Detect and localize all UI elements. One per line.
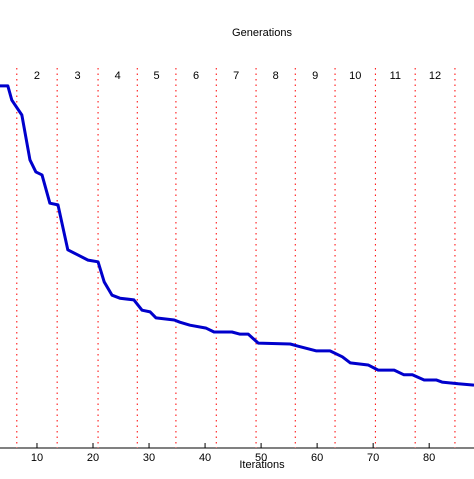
generation-label: 9: [312, 70, 318, 82]
x-tick-label: 70: [367, 452, 379, 464]
generation-label: 2: [34, 70, 40, 82]
generation-label: 11: [390, 70, 401, 82]
x-tick-label: 30: [143, 452, 155, 464]
generation-label: 8: [273, 70, 279, 82]
x-tick-label: 60: [311, 452, 323, 464]
chart-title: Generations: [232, 27, 292, 39]
x-tick-label: 20: [87, 452, 99, 464]
x-tick-label: 40: [199, 452, 211, 464]
generation-label: 10: [349, 70, 361, 82]
generation-label: 6: [193, 70, 199, 82]
generation-label: 12: [429, 70, 441, 82]
generation-label: 4: [115, 70, 121, 82]
x-tick-label: 80: [423, 452, 435, 464]
x-axis-label: Iterations: [239, 459, 285, 471]
line-series: [0, 84, 474, 387]
generation-label: 7: [233, 70, 239, 82]
x-tick-label: 50: [255, 452, 267, 464]
generation-label: 3: [75, 70, 81, 82]
x-tick-label: 10: [31, 452, 43, 464]
generation-label: 5: [154, 70, 160, 82]
